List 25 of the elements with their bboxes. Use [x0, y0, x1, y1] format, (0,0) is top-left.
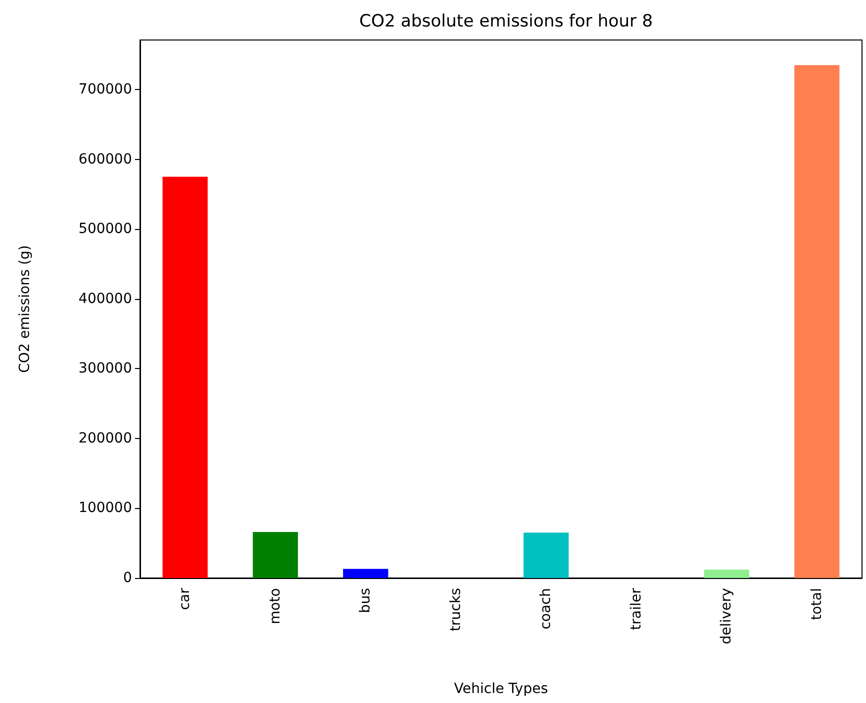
- x-tick-label: bus: [358, 588, 374, 614]
- chart-title: CO2 absolute emissions for hour 8: [359, 12, 653, 32]
- y-tick-label: 200000: [78, 430, 132, 446]
- x-tick-label: car: [177, 588, 194, 610]
- y-tick-label: 600000: [78, 151, 132, 168]
- bar: [794, 65, 840, 578]
- y-tick-label: 300000: [78, 360, 132, 377]
- x-tick-label: delivery: [718, 588, 735, 644]
- bar: [343, 568, 388, 578]
- x-tick-label: trailer: [628, 588, 644, 630]
- x-axis-title: Vehicle Types: [454, 681, 548, 697]
- y-tick-label: 500000: [78, 221, 132, 238]
- x-tick-label: total: [808, 588, 825, 620]
- x-tick-label: trucks: [448, 588, 464, 632]
- y-tick-label: 100000: [78, 500, 132, 516]
- bar: [704, 570, 750, 578]
- bar: [252, 532, 298, 578]
- bar: [162, 176, 208, 578]
- bar: [524, 532, 569, 578]
- y-tick-label: 700000: [78, 82, 132, 98]
- y-tick-label: 0: [123, 570, 132, 586]
- y-tick-label: 400000: [78, 290, 132, 307]
- y-axis-title: CO2 emissions (g): [17, 245, 33, 373]
- x-tick-label: coach: [538, 588, 554, 630]
- x-tick-label: moto: [267, 588, 284, 624]
